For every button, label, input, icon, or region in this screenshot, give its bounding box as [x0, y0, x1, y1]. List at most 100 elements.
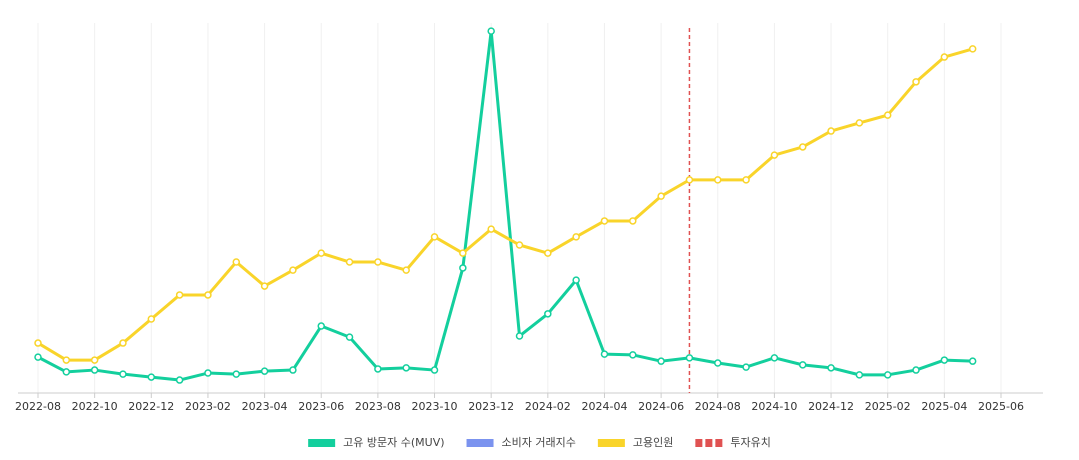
x-tick-label: 2025-06 — [978, 400, 1024, 413]
data-point — [742, 363, 750, 371]
data-point — [657, 192, 665, 200]
x-tick-label: 2022-10 — [72, 400, 118, 413]
data-point — [487, 27, 495, 35]
data-point — [855, 119, 864, 127]
data-point — [714, 359, 722, 367]
legend: 고유 방문자 수(MUV) 소비자 거래지수 고용인원 투자유치 — [308, 436, 771, 449]
data-point — [600, 350, 609, 358]
data-point — [912, 78, 920, 86]
data-point — [374, 258, 382, 266]
data-point — [34, 339, 42, 347]
data-point — [883, 111, 892, 119]
data-point — [317, 249, 325, 257]
legend-label: 고용인원 — [633, 436, 673, 449]
data-point — [175, 291, 184, 299]
x-tick-label: 2023-02 — [185, 400, 231, 413]
data-point — [798, 143, 807, 151]
legend-swatch — [466, 439, 494, 447]
data-point — [374, 365, 382, 373]
x-tick-label: 2022-12 — [128, 400, 174, 413]
data-point — [459, 264, 467, 272]
legend-swatch — [695, 439, 703, 447]
x-tick-label: 2022-08 — [15, 400, 61, 413]
legend-swatch — [308, 439, 336, 447]
x-tick-label: 2023-06 — [298, 400, 344, 413]
x-tick-label: 2024-06 — [638, 400, 684, 413]
legend-swatch — [715, 439, 723, 447]
legend-label: 소비자 거래지수 — [502, 436, 576, 449]
data-point — [487, 225, 495, 233]
data-point — [345, 333, 354, 341]
data-point — [572, 276, 580, 284]
data-point — [402, 266, 410, 274]
data-point — [685, 176, 694, 184]
data-point — [968, 357, 977, 365]
data-point — [940, 53, 949, 61]
legend-swatch — [597, 439, 625, 447]
data-point — [147, 373, 156, 381]
data-point — [657, 357, 665, 365]
data-point — [345, 258, 354, 266]
data-point — [770, 151, 779, 159]
data-point — [204, 291, 212, 299]
data-point — [62, 356, 71, 364]
data-point — [827, 127, 835, 135]
data-point — [175, 376, 184, 384]
data-point — [827, 364, 835, 372]
data-point — [289, 366, 297, 374]
data-point — [402, 364, 410, 372]
data-point — [317, 322, 325, 330]
x-tick-label: 2025-04 — [921, 400, 967, 413]
legend-swatch — [705, 439, 713, 447]
legend-label: 투자유치 — [730, 436, 770, 449]
data-point — [685, 354, 694, 362]
data-point — [968, 45, 977, 53]
data-point — [34, 353, 42, 361]
data-point — [260, 367, 269, 375]
x-tick-label: 2023-08 — [355, 400, 401, 413]
x-tick-label: 2023-04 — [242, 400, 288, 413]
data-point — [572, 233, 580, 241]
data-point — [260, 282, 269, 290]
x-tick-label: 2024-10 — [751, 400, 797, 413]
data-point — [798, 361, 807, 369]
data-point — [515, 332, 524, 340]
data-point — [770, 354, 779, 362]
data-point — [714, 176, 722, 184]
data-point — [515, 241, 524, 249]
data-point — [119, 370, 127, 378]
x-tick-label: 2024-08 — [695, 400, 741, 413]
data-point — [544, 310, 552, 318]
series-line — [37, 29, 973, 382]
data-point — [430, 233, 439, 241]
data-point — [90, 356, 99, 364]
data-point — [883, 371, 892, 379]
x-tick-label: 2024-12 — [808, 400, 854, 413]
data-point — [459, 249, 467, 257]
data-point — [855, 371, 864, 379]
data-point — [62, 368, 71, 376]
legend-label: 고유 방문자 수(MUV) — [343, 436, 444, 449]
data-point — [544, 249, 552, 257]
x-tick-label: 2024-04 — [581, 400, 627, 413]
x-tick-label: 2025-02 — [865, 400, 911, 413]
data-point — [629, 217, 637, 225]
data-point — [147, 315, 156, 323]
data-point — [232, 258, 241, 266]
data-point — [430, 366, 439, 374]
data-point — [742, 176, 750, 184]
data-point — [119, 339, 127, 347]
data-point — [912, 366, 920, 374]
series-line — [37, 47, 974, 362]
x-tick-label: 2024-02 — [525, 400, 571, 413]
x-tick-label: 2023-12 — [468, 400, 514, 413]
data-point — [90, 366, 99, 374]
data-point — [629, 351, 637, 359]
data-point — [940, 356, 949, 364]
data-point — [232, 370, 241, 378]
x-tick-label: 2023-10 — [412, 400, 458, 413]
data-point — [289, 266, 297, 274]
data-point — [204, 369, 212, 377]
